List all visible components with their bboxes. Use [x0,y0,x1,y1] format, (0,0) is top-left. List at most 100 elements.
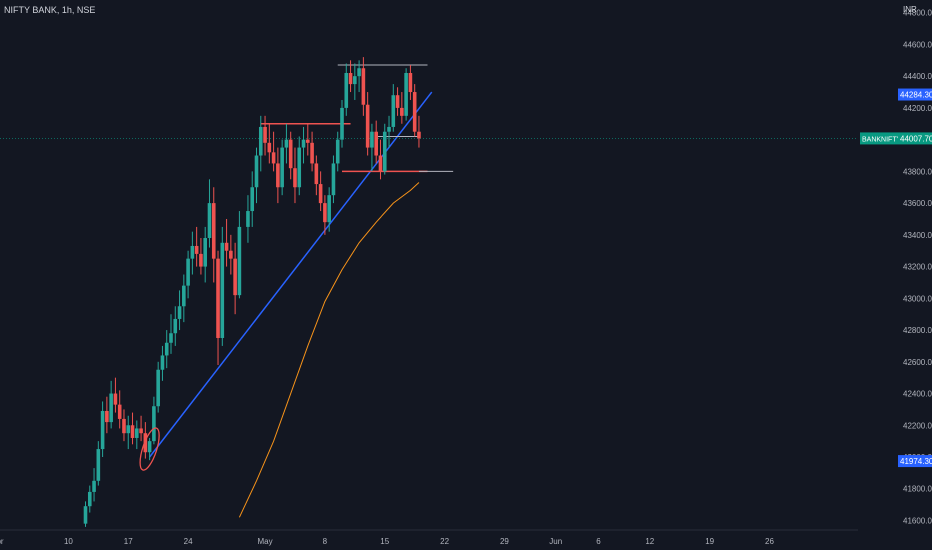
candle-body [83,506,88,524]
candle-body [370,131,374,148]
x-tick-label: 26 [765,537,774,546]
circle-annotation [139,427,160,471]
candle-body [186,258,190,286]
price-label-box [898,455,932,468]
candle-body [297,147,302,188]
candle-body [207,203,212,239]
candle-body [143,433,148,453]
y-tick-label: 44200.00 [903,104,932,113]
candle-body [344,72,349,108]
y-tick-label: 41600.00 [903,516,932,525]
candle-body [293,168,297,188]
candle-body [105,410,109,423]
candle-body [190,245,195,259]
candle-body [400,107,404,116]
candle-body [357,68,361,77]
candle-body [113,393,118,405]
candle-body [229,250,233,259]
candle-body [391,95,396,127]
x-tick-label: May [257,537,272,546]
candle-body [203,238,207,267]
candle-body [280,147,284,188]
price-label-text: 41974.30 [900,457,932,466]
candle-body [152,406,156,442]
y-tick-label: 44600.00 [903,40,932,49]
candle-body [276,163,280,188]
candle-body [233,258,237,296]
candle-body [216,258,220,338]
y-tick-label: 42800.00 [903,326,932,335]
price-label-box [898,132,932,145]
candle-body [365,104,370,148]
candle-body [310,142,314,164]
chart-title: NIFTY BANK, 1h, NSE [4,5,96,15]
x-tick-label: 8 [323,537,328,546]
y-tick-label: 43200.00 [903,263,932,272]
candle-body [92,480,96,492]
candle-body [271,152,276,164]
candle-body [301,139,306,148]
y-tick-label: 44400.00 [903,72,932,81]
candle-body [237,226,242,296]
x-tick-label: pr [0,537,4,546]
candle-body [135,428,139,438]
candle-body [263,126,267,143]
y-tick-label: 43800.00 [903,167,932,176]
candle-body [267,142,272,153]
candle-body [117,404,122,419]
candle-body [87,491,92,507]
x-tick-label: 12 [645,537,654,546]
candle-body [387,126,391,132]
candle-body [412,92,417,132]
candle-body [417,131,421,139]
candle-body [109,393,113,423]
candle-body [130,425,135,438]
candle-body [100,410,105,450]
candle-body [306,139,310,143]
candle-body [246,211,250,227]
candle-body [211,203,216,259]
y-tick-label: 42600.00 [903,358,932,367]
candle-body [258,126,263,156]
x-tick-label: 10 [64,537,73,546]
x-tick-label: Jun [549,537,562,546]
y-tick-label: 41800.00 [903,485,932,494]
candle-body [250,187,255,212]
candle-body [173,318,178,334]
y-tick-label: 43400.00 [903,231,932,240]
x-tick-label: 6 [596,537,601,546]
candle-body [254,155,259,188]
y-tick-label: 44800.00 [903,9,932,18]
price-label-text: 44284.30 [900,91,932,100]
y-tick-label: 42400.00 [903,390,932,399]
y-tick-label: 43600.00 [903,199,932,208]
x-tick-label: 22 [440,537,449,546]
candle-body [122,418,126,434]
candle-body [331,163,336,196]
candle-body [147,441,152,453]
symbol-label-box [860,132,898,145]
candle-body [160,355,165,370]
candle-body [139,428,143,434]
x-tick-label: 29 [500,537,509,546]
candle-body [199,253,203,267]
price-label-box [898,88,932,101]
candle-body [318,184,323,204]
candle-body [408,72,413,93]
price-label-text: 44007.70 [900,134,932,143]
candle-body [340,107,344,140]
candle-body [288,139,293,169]
candle-body [194,245,199,254]
candle-body [156,369,160,407]
y-tick-label: 43000.00 [903,294,932,303]
candle-body [382,131,387,172]
candle-body [169,333,173,343]
candle-body [395,95,400,108]
candle-body [314,163,319,185]
x-tick-label: 17 [124,537,133,546]
candle-body [361,68,366,105]
candle-body [96,449,101,481]
moving-average-line [238,182,420,518]
